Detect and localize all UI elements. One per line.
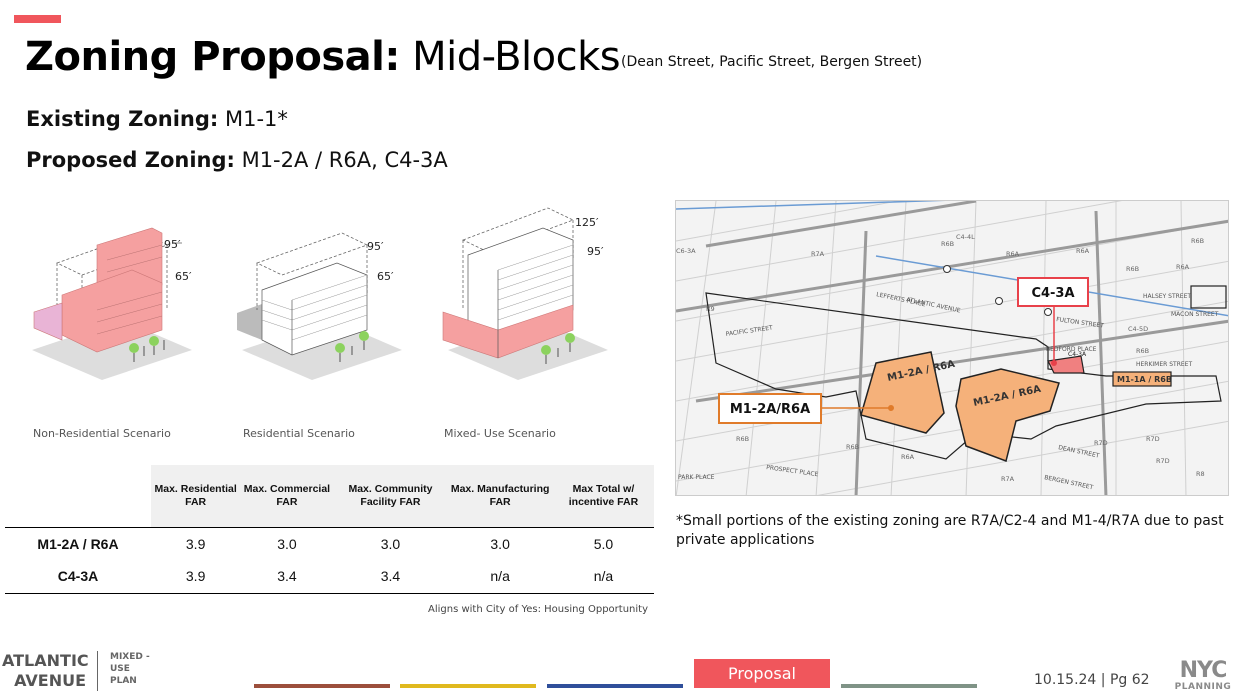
col-max-manufacturing-far: Max. Manufacturing FAR — [447, 465, 553, 527]
height-label-base: 65′ — [377, 270, 394, 283]
table-cell: n/a — [552, 560, 654, 594]
height-label-base: 95′ — [587, 245, 604, 258]
svg-text:R7A: R7A — [811, 250, 825, 258]
table-cell: 3.0 — [333, 526, 448, 560]
height-label-top: 125′ — [575, 216, 599, 229]
svg-text:R6B: R6B — [1126, 265, 1139, 273]
svg-text:C4-4L: C4-4L — [956, 233, 975, 241]
svg-text:R9: R9 — [706, 305, 715, 313]
nyc-planning-logo: NYC PLANNING — [1174, 658, 1232, 693]
svg-text:HERKIMER STREET: HERKIMER STREET — [1136, 361, 1192, 368]
nav-section-bar-3 — [547, 684, 683, 688]
svg-text:R7D: R7D — [1156, 457, 1170, 465]
height-label-base: 65′ — [175, 270, 192, 283]
row-zone: C4-3A — [5, 560, 151, 594]
parcel-c4-3a — [1047, 355, 1085, 374]
parcel-m1-2a-west — [860, 351, 945, 434]
table-row: M1-2A / R6A 3.9 3.0 3.0 3.0 5.0 — [5, 526, 654, 560]
zoning-map-svg: M1-2A / R6A M1-2A / R6A M1-1A / R6B C4-3… — [676, 201, 1228, 495]
table-cell: n/a — [447, 560, 553, 594]
footer-separator — [97, 651, 98, 691]
svg-text:R6A: R6A — [1006, 250, 1020, 258]
parcel-m1-1a — [1112, 371, 1172, 387]
table-header-row: Max. Residential FAR Max. Commercial FAR… — [5, 465, 654, 527]
footer-subtitle: MIXED - USE PLAN — [110, 652, 150, 686]
svg-text:R6A: R6A — [1176, 263, 1190, 271]
page-subtitle: (Dean Street, Pacific Street, Bergen Str… — [621, 54, 923, 70]
svg-text:MACON STREET: MACON STREET — [1171, 311, 1219, 318]
svg-text:PARK PLACE: PARK PLACE — [678, 474, 715, 481]
svg-text:R7A: R7A — [1001, 475, 1015, 483]
table-cell: 3.4 — [333, 560, 448, 594]
far-table: Max. Residential FAR Max. Commercial FAR… — [5, 465, 654, 594]
footer-brand: ATLANTIC AVENUE — [2, 651, 89, 690]
table-cell: 3.0 — [240, 526, 334, 560]
table-note: Aligns with City of Yes: Housing Opportu… — [428, 604, 648, 615]
svg-text:R6B: R6B — [941, 240, 954, 248]
svg-text:R6B: R6B — [846, 443, 859, 451]
nav-section-bar-2 — [400, 684, 536, 688]
height-label-top: 95′ — [164, 238, 181, 251]
col-max-residential-far: Max. Residential FAR — [151, 465, 241, 527]
callout-m1-2a-r6a: M1-2A/R6A — [730, 402, 810, 417]
svg-text:R7D: R7D — [1146, 435, 1160, 443]
parcel-m1-2a-east — [955, 368, 1060, 462]
caption-residential: Residential Scenario — [243, 427, 355, 440]
svg-text:R8: R8 — [1196, 470, 1205, 478]
row-zone: M1-2A / R6A — [5, 526, 151, 560]
svg-text:R7D: R7D — [1094, 439, 1108, 447]
page-title: Zoning Proposal: Mid-Blocks — [25, 34, 621, 80]
nav-section-bar-5 — [841, 684, 977, 688]
svg-text:R6A: R6A — [901, 453, 915, 461]
svg-text:HALSEY STREET: HALSEY STREET — [1143, 293, 1191, 300]
col-max-commercial-far: Max. Commercial FAR — [240, 465, 334, 527]
svg-text:C6-3A: C6-3A — [676, 247, 696, 255]
table-cell: 5.0 — [552, 526, 654, 560]
parcel-label-m1-1a: M1-1A / R6B — [1117, 375, 1172, 384]
svg-text:BEDFORD PLACE: BEDFORD PLACE — [1046, 346, 1097, 353]
non-residential-massing-diagram: 95′ 65′ — [32, 227, 192, 380]
residential-massing-diagram: 95′ 65′ — [237, 232, 402, 380]
nav-section-bar-1 — [254, 684, 390, 688]
proposed-zoning: Proposed Zoning: M1-2A / R6A, C4-3A — [26, 148, 448, 172]
svg-text:C4-5D: C4-5D — [1128, 325, 1148, 333]
zoning-map: M1-2A / R6A M1-2A / R6A M1-1A / R6B C4-3… — [675, 200, 1229, 496]
accent-bar — [14, 15, 61, 23]
nav-section-proposal: Proposal — [694, 659, 830, 688]
mixed-use-massing-diagram: 125′ 95′ — [442, 207, 608, 380]
svg-text:R6B: R6B — [1191, 237, 1204, 245]
existing-zoning: Existing Zoning: M1-1* — [26, 107, 288, 131]
height-label-top: 95′ — [367, 240, 384, 253]
col-max-total-far: Max Total w/ incentive FAR — [552, 465, 654, 527]
caption-mixed-use: Mixed- Use Scenario — [444, 427, 556, 440]
table-cell: 3.4 — [240, 560, 334, 594]
table-cell: 3.9 — [151, 526, 241, 560]
svg-text:R6A: R6A — [1076, 247, 1090, 255]
callout-c4-3a: C4-3A — [1031, 286, 1074, 301]
table-cell: 3.9 — [151, 560, 241, 594]
caption-non-residential: Non-Residential Scenario — [33, 427, 171, 440]
table-row: C4-3A 3.9 3.4 3.4 n/a n/a — [5, 560, 654, 594]
footnote: *Small portions of the existing zoning a… — [676, 513, 1224, 548]
page-info: 10.15.24 | Pg 62 — [1034, 672, 1150, 688]
table-cell: 3.0 — [447, 526, 553, 560]
table-corner — [5, 465, 151, 527]
parcel-label-c4-3a: C4-3A — [1068, 351, 1087, 358]
svg-text:R6B: R6B — [736, 435, 749, 443]
svg-text:R6B: R6B — [1136, 347, 1149, 355]
col-max-community-facility-far: Max. Community Facility FAR — [333, 465, 448, 527]
